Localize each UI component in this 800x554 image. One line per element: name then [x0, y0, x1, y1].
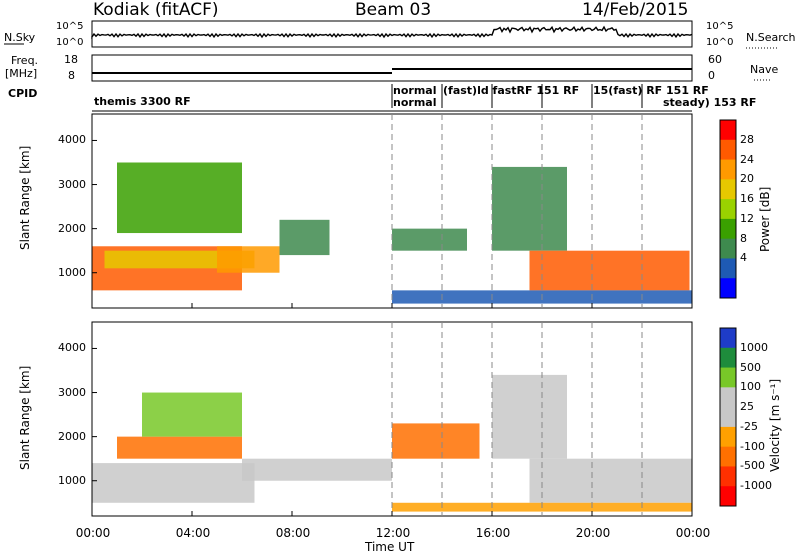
- velocity-colorbar-swatch: [720, 446, 736, 467]
- nsearch-label: N.Search: [746, 31, 796, 44]
- velocity-region-0: [92, 463, 255, 503]
- xtick-1: 04:00: [175, 526, 211, 540]
- velocity-colorbar-tick: -100: [740, 439, 765, 453]
- power-colorbar-swatch: [720, 199, 736, 220]
- velocity-colorbar-swatch: [720, 426, 736, 448]
- cpid-normal: normal: [393, 84, 437, 97]
- power-region-7: [529, 250, 690, 291]
- power-colorbar-swatch: [720, 258, 736, 279]
- power-colorbar-tick: 24: [740, 152, 754, 166]
- power-ytick-label: 2000: [58, 221, 86, 235]
- power-colorbar-swatch: [720, 238, 736, 259]
- velocity-ytick-label: 3000: [58, 385, 86, 399]
- power-region-2: [117, 162, 242, 234]
- nave-label: Nave: [750, 63, 779, 76]
- xtick-4: 16:00: [475, 526, 511, 540]
- freq-unit: [MHz]: [5, 67, 38, 80]
- nsky-panel-frame: [91, 20, 693, 48]
- power-colorbar-swatch: [720, 120, 736, 141]
- xtick-5: 20:00: [575, 526, 611, 540]
- power-colorbar-tick: 8: [740, 231, 747, 245]
- power-colorbar-swatch: [720, 139, 736, 161]
- velocity-region-2: [142, 392, 242, 437]
- xlabel: Time UT: [365, 540, 415, 554]
- xtick-0: 00:00: [75, 526, 111, 540]
- cpid-tail: steady) 153 RF: [663, 96, 757, 109]
- nsky-tick-bottom: 10^0: [56, 37, 84, 48]
- power-colorbar-swatch: [720, 218, 736, 240]
- power-colorbar-tick: 4: [740, 251, 747, 265]
- power-ytick-label: 3000: [58, 177, 86, 191]
- power-colorbar-tick: 20: [740, 172, 754, 186]
- velocity-ytick-label: 1000: [58, 473, 86, 487]
- nsearch-tick-top: 10^5: [706, 21, 734, 32]
- nsky-trace: [91, 25, 693, 40]
- power-colorbar-tick: 16: [740, 192, 754, 206]
- power-colorbar-tick: 12: [740, 211, 754, 225]
- velocity-colorbar-swatch: [720, 367, 736, 388]
- cpid-normal-2: normal: [393, 96, 437, 109]
- nave-tick-top: 60: [708, 53, 722, 66]
- power-colorbar-swatch: [720, 179, 736, 200]
- power-colorbar-swatch: [720, 278, 736, 299]
- velocity-region-5: [492, 374, 567, 459]
- velocity-colorbar-swatch: [720, 466, 736, 487]
- velocity-colorbar-tick: -1000: [740, 479, 772, 493]
- velocity-colorbar-tick: 25: [740, 400, 754, 414]
- velocity-colorbar-swatch: [720, 347, 736, 369]
- power-ytick-label: 1000: [58, 265, 86, 279]
- power-ytick-label: 4000: [58, 133, 86, 147]
- velocity-ytick-label: 4000: [58, 341, 86, 355]
- power-region-5: [392, 228, 467, 251]
- velocity-colorbar-frame: [719, 327, 737, 507]
- cpid-main: themis 3300 RF: [94, 95, 191, 108]
- velocity-region-6: [529, 458, 692, 503]
- xtick-2: 08:00: [275, 526, 311, 540]
- nsky-tick-top: 10^5: [56, 21, 84, 32]
- power-region-4: [279, 219, 330, 256]
- velocity-colorbar-tick: 1000: [740, 340, 768, 354]
- power-region-3: [217, 246, 280, 273]
- power-colorbar-tick: 28: [740, 132, 754, 146]
- velocity-colorbar-swatch: [720, 387, 736, 408]
- nsearch-tick-bottom: 10^0: [706, 37, 734, 48]
- cpid-mid: (fast)ld fastRF 151 RF: [443, 84, 580, 97]
- velocity-colorbar-swatch: [720, 407, 736, 428]
- velocity-ytick-label: 2000: [58, 429, 86, 443]
- velocity-region-1: [117, 436, 242, 459]
- velocity-colorbar-tick: 100: [740, 380, 761, 394]
- velocity-colorbar-tick: -500: [740, 459, 765, 473]
- xtick-3: 12:00: [375, 526, 411, 540]
- cpid-label: CPID: [8, 87, 38, 100]
- xtick-6: 00:00: [675, 526, 711, 540]
- velocity-colorbar-tick: 500: [740, 360, 761, 374]
- velocity-colorbar-tick: -25: [740, 419, 758, 433]
- freq-label: Freq.: [11, 54, 39, 67]
- freq-tick-bottom: 8: [68, 69, 75, 82]
- power-colorbar-frame: [719, 119, 737, 299]
- velocity-region-3: [242, 458, 392, 481]
- velocity-region-4: [392, 423, 480, 459]
- cpid-end: 15(fast) RF 151 RF: [593, 84, 709, 97]
- power-region-6: [492, 166, 567, 251]
- date-label: 14/Feb/2015: [582, 0, 689, 20]
- velocity-colorbar-swatch: [720, 486, 736, 507]
- power-colorbar-swatch: [720, 159, 736, 180]
- nsky-label: N.Sky: [4, 31, 36, 44]
- freq-tick-top: 18: [64, 53, 78, 66]
- beam-label: Beam 03: [355, 0, 432, 20]
- radar-title: Kodiak (fitACF): [93, 0, 219, 20]
- nave-tick-bottom: 0: [708, 69, 715, 82]
- velocity-colorbar-swatch: [720, 328, 736, 349]
